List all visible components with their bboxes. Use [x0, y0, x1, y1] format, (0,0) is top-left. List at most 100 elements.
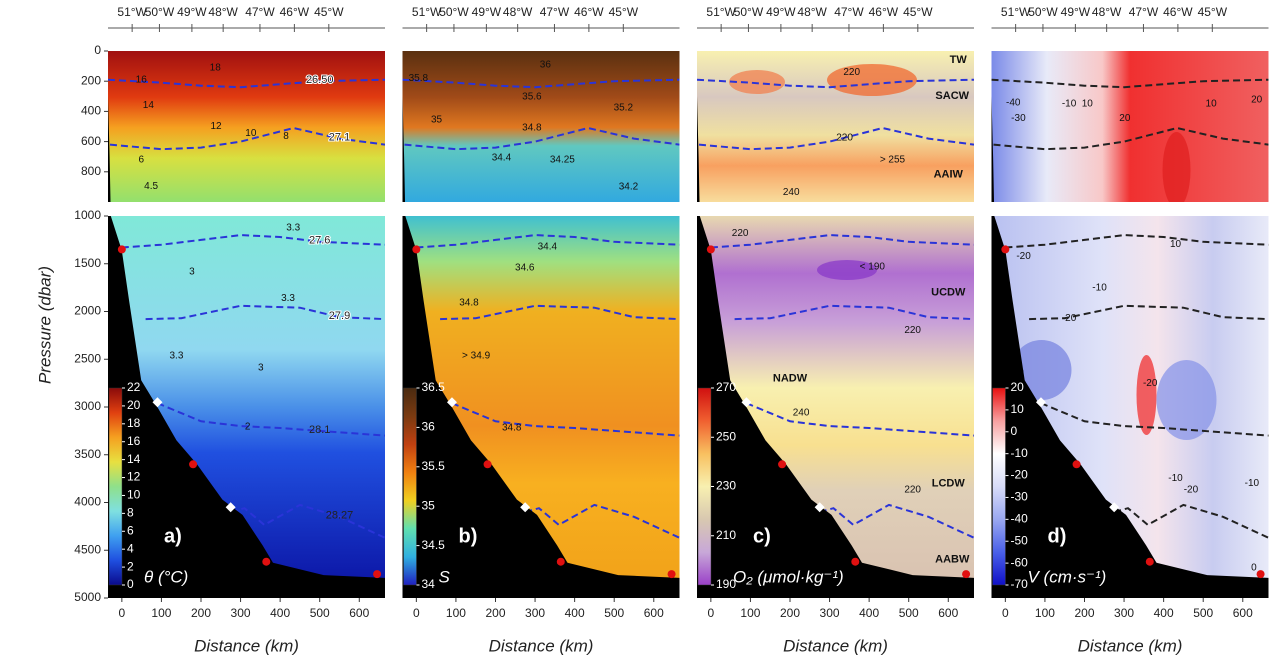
contour-label: 10 [1206, 98, 1218, 109]
x-tick-label: 600 [644, 606, 664, 620]
station-red [778, 460, 787, 469]
y-tick-label: 800 [81, 164, 101, 178]
contour-label: 220 [904, 325, 921, 336]
contour-label: 36 [540, 60, 552, 71]
colorbar-tick-label: -10 [1011, 446, 1029, 460]
lon-tick-label: 50°W [145, 5, 175, 19]
isopycnal [145, 304, 385, 321]
contour-label: < 190 [860, 262, 886, 273]
x-axis-label: Distance (km) [489, 636, 594, 655]
contour-label: 20 [1251, 95, 1263, 106]
contour-label: 34.8 [522, 123, 542, 134]
lon-tick-label: 46°W [869, 5, 899, 19]
colorbar-tick-label: 36 [422, 420, 436, 434]
contour-label: -10 [1245, 478, 1260, 489]
contour-label: 220 [836, 132, 853, 143]
x-tick-label: 400 [1154, 606, 1174, 620]
x-tick-label: 100 [740, 606, 760, 620]
station-red [1001, 245, 1010, 254]
panel: -40-30-101020102010-20-10-20-10-20-10-10… [990, 5, 1270, 655]
axis-break [401, 202, 681, 216]
lon-tick-label: 46°W [574, 5, 604, 19]
contour-label: 10 [245, 128, 257, 139]
y-tick-label: 3000 [74, 399, 101, 413]
contour-label: 12 [210, 121, 222, 132]
isopycnal [697, 78, 974, 89]
colorbar-tick-label: -70 [1011, 577, 1029, 591]
isopycnal [109, 126, 385, 151]
contour-label: 35 [431, 115, 443, 126]
isopycnal-label: 26.50 [306, 74, 334, 86]
station-red [1256, 570, 1265, 579]
x-tick-label: 400 [859, 606, 879, 620]
contour-label: 18 [210, 63, 222, 74]
colorbar-tick-label: -50 [1011, 533, 1029, 547]
y-tick-label: 5000 [74, 590, 101, 604]
lon-tick-label: 49°W [766, 5, 796, 19]
x-tick-label: 400 [565, 606, 585, 620]
lon-tick-label: 45°W [903, 5, 933, 19]
x-tick-label: 300 [1114, 606, 1134, 620]
isopycnal [416, 234, 680, 249]
x-axis-label: Distance (km) [783, 636, 888, 655]
isopycnal-label: 27.6 [309, 235, 330, 247]
contour-label: -20 [1143, 378, 1158, 389]
colorbar-tick-label: -30 [1011, 490, 1029, 504]
x-tick-label: 100 [446, 606, 466, 620]
lon-tick-label: 51°W [117, 5, 147, 19]
x-axis-label: Distance (km) [194, 636, 299, 655]
y-tick-label: 3500 [74, 447, 101, 461]
y-tick-label: 600 [81, 134, 101, 148]
station-red [556, 557, 565, 566]
contour-label: 6 [138, 154, 144, 165]
contour-label: 34.25 [550, 155, 575, 166]
lon-tick-label: 51°W [706, 5, 736, 19]
station-red [1072, 460, 1081, 469]
lon-tick-label: 48°W [503, 5, 533, 19]
x-tick-label: 600 [1233, 606, 1253, 620]
plot-area: -40-30-101020102010-20-10-20-10-20-10-10… [991, 51, 1269, 598]
colorbar-tick-label: 0 [1011, 424, 1018, 438]
contour-label: 34.2 [619, 182, 639, 193]
isopycnal [440, 304, 680, 321]
x-tick-label: 200 [780, 606, 800, 620]
x-tick-label: 0 [708, 606, 715, 620]
x-tick-label: 200 [191, 606, 211, 620]
contour-label: 16 [136, 74, 148, 85]
contour-label: 3.3 [170, 351, 184, 362]
isopycnal [734, 304, 974, 321]
isopycnal [698, 126, 974, 151]
isopycnal [991, 78, 1269, 89]
contour-label: 3.3 [281, 293, 295, 304]
x-tick-label: 500 [899, 606, 919, 620]
x-tick-label: 0 [119, 606, 126, 620]
contour-label: -10 [1062, 98, 1077, 109]
colorbar-tick-label: 22 [127, 380, 141, 394]
colorbar-label: V (cm·s⁻¹) [1028, 567, 1107, 586]
x-tick-label: 500 [310, 606, 330, 620]
x-tick-label: 300 [525, 606, 545, 620]
colorbar-tick-label: 6 [127, 523, 134, 537]
station-white [520, 502, 531, 513]
water-mass-label: SACW [935, 90, 969, 102]
contour-label: 240 [783, 187, 800, 198]
isopycnal [108, 78, 385, 89]
colorbar-tick-label: 10 [1011, 402, 1025, 416]
field-patch [1136, 355, 1157, 435]
contour-label: 35.6 [522, 92, 542, 103]
axis-break [990, 202, 1270, 216]
contour-label: -10 [1092, 283, 1107, 294]
contour-label: 2 [245, 422, 251, 433]
contour-label: > 255 [880, 154, 906, 165]
contour-label: -20 [1016, 251, 1031, 262]
colorbar-tick-label: 8 [127, 506, 134, 520]
water-mass-label: AABW [935, 554, 970, 566]
x-tick-label: 0 [413, 606, 420, 620]
contour-label: 35.2 [614, 103, 634, 114]
isopycnal [402, 78, 680, 89]
colorbar-tick-label: 14 [127, 452, 141, 466]
station-red [117, 245, 126, 254]
x-tick-label: 500 [604, 606, 624, 620]
station-red [189, 460, 198, 469]
colorbar-label: S [439, 567, 451, 586]
